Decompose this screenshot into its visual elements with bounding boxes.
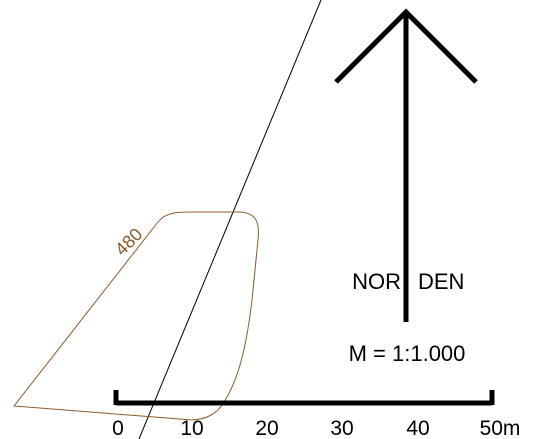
contour-label: 480 — [111, 224, 146, 259]
scale-ratio: M = 1:1.000 — [349, 341, 466, 366]
north-arrow — [334, 8, 478, 322]
scale-label-10: 10 — [180, 417, 203, 439]
north-arrow-head — [334, 8, 478, 84]
scale-bar — [113, 390, 495, 406]
scale-label-40: 40 — [406, 417, 429, 439]
scale-label-50m: 50m — [480, 417, 521, 439]
contour-line-480 — [13, 211, 259, 421]
north-label-right: DEN — [418, 269, 464, 294]
scale-label-0: 0 — [112, 417, 124, 439]
boundary-line — [138, 0, 322, 439]
scale-label-30: 30 — [330, 417, 353, 439]
scale-label-20: 20 — [255, 417, 278, 439]
north-label-left: NOR — [352, 269, 401, 294]
